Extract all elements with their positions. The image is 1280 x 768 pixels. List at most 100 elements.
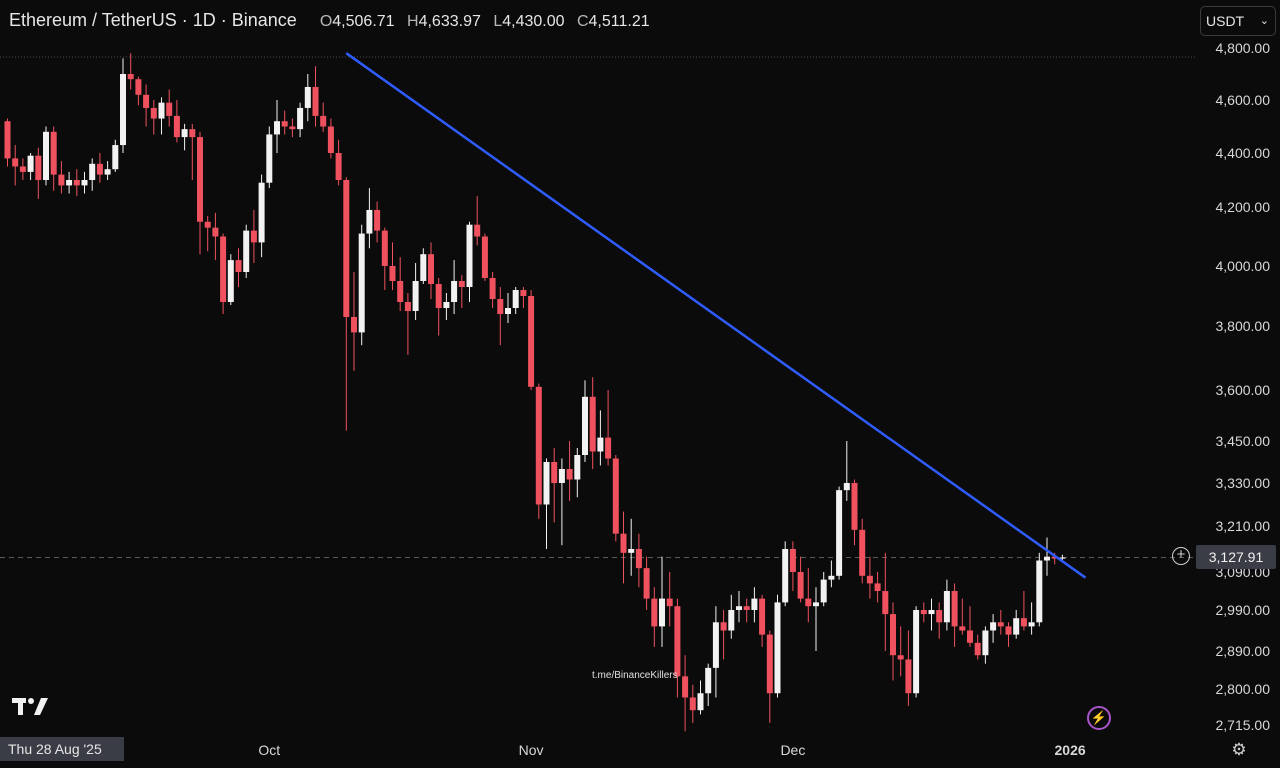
- candle-body: [235, 260, 242, 272]
- candle-body: [150, 107, 157, 119]
- candle-body: [35, 155, 42, 180]
- candle-body: [412, 281, 419, 311]
- candle-body: [258, 182, 265, 243]
- candle-body: [736, 606, 742, 610]
- y-tick-label: 4,600.00: [1216, 92, 1271, 108]
- chart-grid: [0, 56, 1195, 558]
- candle-body: [181, 129, 188, 138]
- candle-body: [813, 602, 819, 607]
- candle-body: [43, 131, 49, 180]
- candle-body: [766, 634, 773, 694]
- candle-body: [543, 462, 550, 505]
- y-tick-label: 2,990.00: [1216, 602, 1271, 618]
- candle-body: [50, 131, 57, 175]
- candle-body: [743, 606, 750, 610]
- candle-body: [982, 630, 989, 656]
- symbol-header[interactable]: Ethereum / TetherUS · 1D · Binance O4,50…: [9, 10, 650, 31]
- time-axis[interactable]: Oct Nov Dec 2026: [258, 742, 1085, 758]
- candle-body: [859, 529, 866, 576]
- current-price-badge: 3,127.91: [1196, 545, 1276, 569]
- candle-body: [474, 224, 481, 237]
- candle-body: [882, 591, 889, 615]
- settings-icon[interactable]: ⚙: [1231, 740, 1247, 759]
- trendline-layer[interactable]: [345, 52, 1087, 579]
- candle-body: [528, 296, 535, 387]
- candle-body: [481, 236, 488, 278]
- candle-body: [751, 598, 758, 610]
- y-tick-label: 2,890.00: [1216, 643, 1271, 659]
- candle-body: [4, 121, 11, 159]
- candle-body: [458, 281, 465, 287]
- candle-body: [66, 180, 73, 186]
- y-tick-label: 4,400.00: [1216, 145, 1271, 161]
- candle-body: [943, 591, 950, 623]
- open-key: O: [319, 13, 333, 30]
- candle-body: [620, 533, 627, 553]
- candle-body: [274, 121, 280, 135]
- y-tick-label: 3,800.00: [1216, 318, 1271, 334]
- candle-body: [166, 102, 173, 116]
- candle-body: [828, 575, 835, 580]
- candle-body: [96, 163, 103, 175]
- candle-body: [866, 575, 873, 584]
- close-value: 4,511.21: [588, 13, 650, 30]
- candle-body: [805, 598, 812, 607]
- candle-body: [451, 281, 458, 302]
- candle-body: [666, 598, 673, 607]
- candle-body: [335, 153, 342, 180]
- candle-body: [782, 549, 789, 603]
- candle-body: [158, 102, 165, 119]
- low-key: L: [493, 13, 503, 30]
- candle-body: [343, 180, 350, 317]
- candle-body: [227, 260, 234, 302]
- crosshair-date-badge: Thu 28 Aug '25: [0, 737, 124, 761]
- candle-body: [566, 469, 573, 480]
- candle-body: [351, 317, 357, 333]
- candle-body: [397, 281, 404, 302]
- tradingview-logo-icon[interactable]: [12, 696, 50, 718]
- price-axis[interactable]: 4,800.00 4,600.00 4,400.00 4,200.00 4,000.00…: [1216, 40, 1271, 733]
- candle-body: [143, 94, 150, 108]
- candle-body: [712, 622, 719, 668]
- candle-body: [304, 87, 311, 108]
- candle-body: [266, 134, 273, 183]
- high-key: H: [407, 13, 419, 30]
- candle-body: [358, 233, 365, 333]
- candle-body: [327, 126, 334, 153]
- flash-icon[interactable]: ⚡: [1087, 706, 1111, 730]
- candle-body: [951, 591, 958, 627]
- candle-body: [897, 655, 904, 660]
- candle-body: [674, 606, 681, 677]
- candles-layer: [4, 53, 1066, 732]
- candle-body: [589, 396, 596, 452]
- candle-body: [558, 469, 565, 483]
- candle-body: [497, 299, 504, 314]
- candle-body: [1044, 556, 1050, 561]
- open-value: 4,506.71: [332, 13, 395, 30]
- candle-body: [1036, 560, 1043, 623]
- y-tick-label: 3,600.00: [1216, 382, 1271, 398]
- candle-body: [574, 455, 581, 480]
- currency-selector[interactable]: USDT ⌄: [1200, 6, 1276, 36]
- candle-body: [1005, 626, 1012, 635]
- candle-body: [913, 610, 920, 694]
- candle-body: [728, 610, 735, 631]
- candle-body: [920, 610, 927, 615]
- candle-body: [535, 386, 542, 505]
- candle-body: [967, 630, 973, 643]
- plus-circle-icon[interactable]: +: [1172, 547, 1190, 565]
- candle-body: [774, 602, 781, 694]
- candle-body: [443, 302, 450, 308]
- y-tick-label: 4,200.00: [1216, 199, 1271, 215]
- candle-body: [836, 490, 843, 576]
- candle-body: [127, 74, 134, 80]
- symbol-title[interactable]: Ethereum / TetherUS · 1D · Binance: [9, 10, 297, 30]
- candle-body: [420, 254, 427, 281]
- high-value: 4,633.97: [418, 13, 481, 30]
- descending-trendline[interactable]: [345, 52, 1087, 579]
- x-tick-label: Nov: [519, 742, 544, 758]
- candle-body: [89, 163, 96, 180]
- candle-body: [435, 284, 442, 308]
- candle-body: [212, 227, 219, 237]
